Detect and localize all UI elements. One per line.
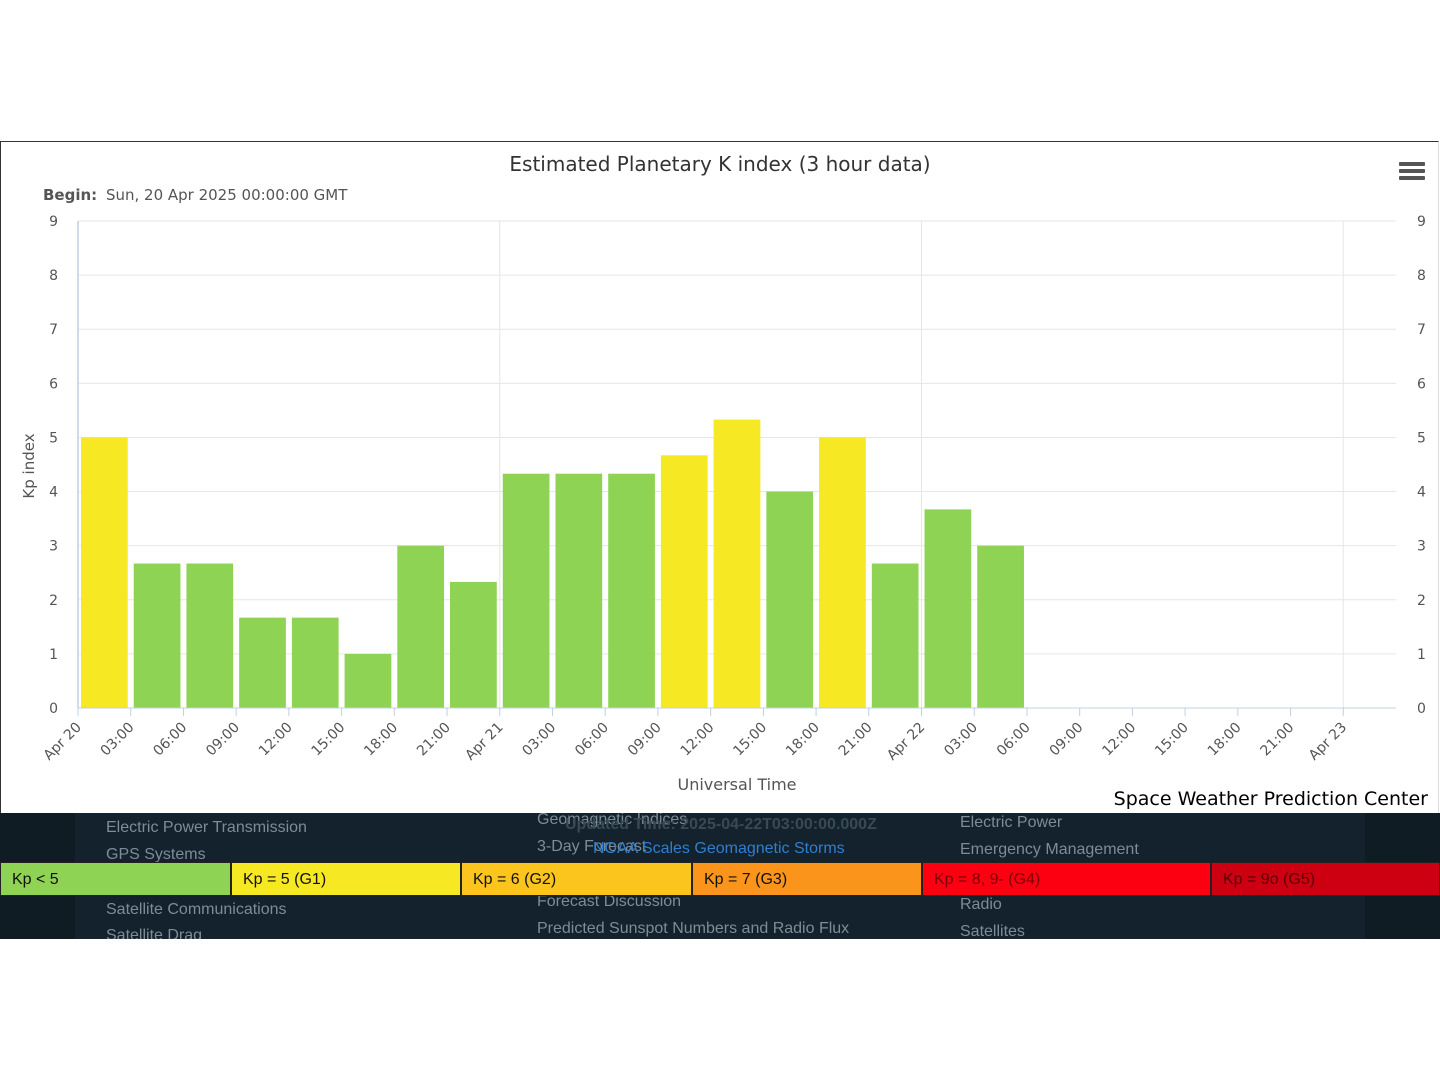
updated-time: Updated Time: 2025-04-22T03:00:00.000Z xyxy=(565,816,877,833)
kp-bar[interactable] xyxy=(344,653,392,708)
x-tick-label: 06:00 xyxy=(994,720,1034,760)
footer-link[interactable]: Geomagnetic Indices xyxy=(537,813,688,828)
kp-bar[interactable] xyxy=(186,563,234,708)
x-tick-label: 12:00 xyxy=(256,720,296,760)
y-tick-label-right: 4 xyxy=(1417,485,1426,501)
x-tick-label: 06:00 xyxy=(150,720,190,760)
x-tick-label: 15:00 xyxy=(309,720,349,760)
footer-link[interactable]: 3-Day Forecast xyxy=(537,838,647,855)
x-tick-label: 18:00 xyxy=(783,720,823,760)
footer-link[interactable]: Electric Power xyxy=(960,814,1063,831)
x-tick-label: 03:00 xyxy=(519,720,559,760)
kp-bar[interactable] xyxy=(819,437,866,708)
y-tick-label: 3 xyxy=(49,539,58,555)
footer-link[interactable]: Electric Power Transmission xyxy=(106,819,307,836)
kp-bar[interactable] xyxy=(133,563,181,708)
kp-bar[interactable] xyxy=(660,455,708,708)
kp-bar[interactable] xyxy=(450,581,497,708)
footer-link[interactable]: Predicted Sunspot Numbers and Radio Flux xyxy=(537,920,850,937)
x-tick-label: Apr 21 xyxy=(462,720,506,764)
y-tick-label-right: 0 xyxy=(1417,701,1426,717)
y-tick-label-right: 2 xyxy=(1417,593,1426,609)
x-tick-label: 09:00 xyxy=(203,720,243,760)
x-tick-label: Apr 22 xyxy=(884,720,928,764)
x-tick-label: 03:00 xyxy=(98,720,138,760)
x-axis-title: Universal Time xyxy=(677,775,796,794)
kp-bar[interactable] xyxy=(713,419,761,708)
footer-link[interactable]: Satellite Drag xyxy=(106,927,203,939)
y-tick-label-right: 9 xyxy=(1417,214,1426,230)
y-tick-label-right: 5 xyxy=(1417,430,1426,446)
subtitle-value: Sun, 20 Apr 2025 00:00:00 GMT xyxy=(106,186,348,204)
kp-chart: Estimated Planetary K index (3 hour data… xyxy=(20,152,1426,794)
chart-subtitle: Begin: Sun, 20 Apr 2025 00:00:00 GMT xyxy=(43,186,348,204)
x-tick-label: 12:00 xyxy=(678,720,718,760)
footer-link[interactable]: Satellites xyxy=(960,923,1025,939)
chart-title: Estimated Planetary K index (3 hour data… xyxy=(509,152,930,176)
y-tick-label: 6 xyxy=(49,376,58,392)
x-tick-label: 12:00 xyxy=(1099,720,1139,760)
footer-link[interactable]: GPS Systems xyxy=(106,846,206,863)
y-tick-label-right: 1 xyxy=(1417,647,1426,663)
x-tick-label: 03:00 xyxy=(941,720,981,760)
kp-bar[interactable] xyxy=(555,473,603,708)
legend-item: Kp = 8, 9- (G4) xyxy=(922,862,1211,896)
y-tick-label: 2 xyxy=(49,593,58,609)
kp-bar[interactable] xyxy=(766,491,814,708)
footer-link[interactable]: Satellite Communications xyxy=(106,901,287,918)
x-tick-label: 15:00 xyxy=(1152,720,1192,760)
kp-bar[interactable] xyxy=(291,617,339,708)
x-tick-label: 21:00 xyxy=(1258,720,1298,760)
kp-bar[interactable] xyxy=(871,563,919,708)
legend-item: Kp < 5 xyxy=(0,862,231,896)
legend-item: Kp = 9o (G5) xyxy=(1211,862,1440,896)
x-tick-label: 09:00 xyxy=(625,720,665,760)
y-tick-label-right: 3 xyxy=(1417,539,1426,555)
subtitle-label: Begin: xyxy=(43,186,97,204)
kp-bar[interactable] xyxy=(608,473,655,708)
legend-item: Kp = 5 (G1) xyxy=(231,862,461,896)
kp-bar[interactable] xyxy=(977,545,1024,708)
noaa-scales-link[interactable]: NOAA Scales Geomagnetic Storms xyxy=(593,840,845,857)
footer-link[interactable]: Forecast Discussion xyxy=(537,893,682,910)
x-tick-label: 21:00 xyxy=(836,720,876,760)
kp-bar[interactable] xyxy=(397,545,445,708)
footer-link[interactable]: Emergency Management xyxy=(960,841,1139,858)
y-tick-label: 9 xyxy=(49,214,58,230)
x-tick-label: 18:00 xyxy=(361,720,401,760)
y-tick-label-right: 7 xyxy=(1417,322,1426,338)
y-tick-label-right: 8 xyxy=(1417,268,1426,284)
chart-menu-icon[interactable] xyxy=(1399,162,1425,182)
kp-bar[interactable] xyxy=(924,509,972,708)
y-axis-title: Kp index xyxy=(20,433,38,498)
legend-item: Kp = 7 (G3) xyxy=(692,862,922,896)
x-tick-label: Apr 20 xyxy=(41,720,85,764)
y-tick-label: 7 xyxy=(49,322,58,338)
y-tick-label: 4 xyxy=(49,485,58,501)
x-tick-label: 09:00 xyxy=(1047,720,1087,760)
credit-text: Space Weather Prediction Center xyxy=(1113,788,1428,810)
footer-link[interactable]: Radio xyxy=(960,896,1002,913)
x-tick-label: 21:00 xyxy=(414,720,454,760)
kp-bar[interactable] xyxy=(502,473,550,708)
y-tick-label: 1 xyxy=(49,647,58,663)
y-tick-label: 8 xyxy=(49,268,58,284)
x-tick-label: Apr 23 xyxy=(1306,720,1350,764)
kp-legend-bar: Kp < 5 Kp = 5 (G1) Kp = 6 (G2) Kp = 7 (G3) K… xyxy=(0,862,1440,898)
x-tick-label: 18:00 xyxy=(1205,720,1245,760)
x-tick-label: 15:00 xyxy=(730,720,770,760)
y-tick-label: 0 xyxy=(49,701,58,717)
y-tick-label-right: 6 xyxy=(1417,376,1426,392)
y-tick-label: 5 xyxy=(49,430,58,446)
legend-item: Kp = 6 (G2) xyxy=(461,862,692,896)
kp-bar[interactable] xyxy=(239,617,286,708)
kp-bar[interactable] xyxy=(81,437,128,708)
x-tick-label: 06:00 xyxy=(572,720,612,760)
